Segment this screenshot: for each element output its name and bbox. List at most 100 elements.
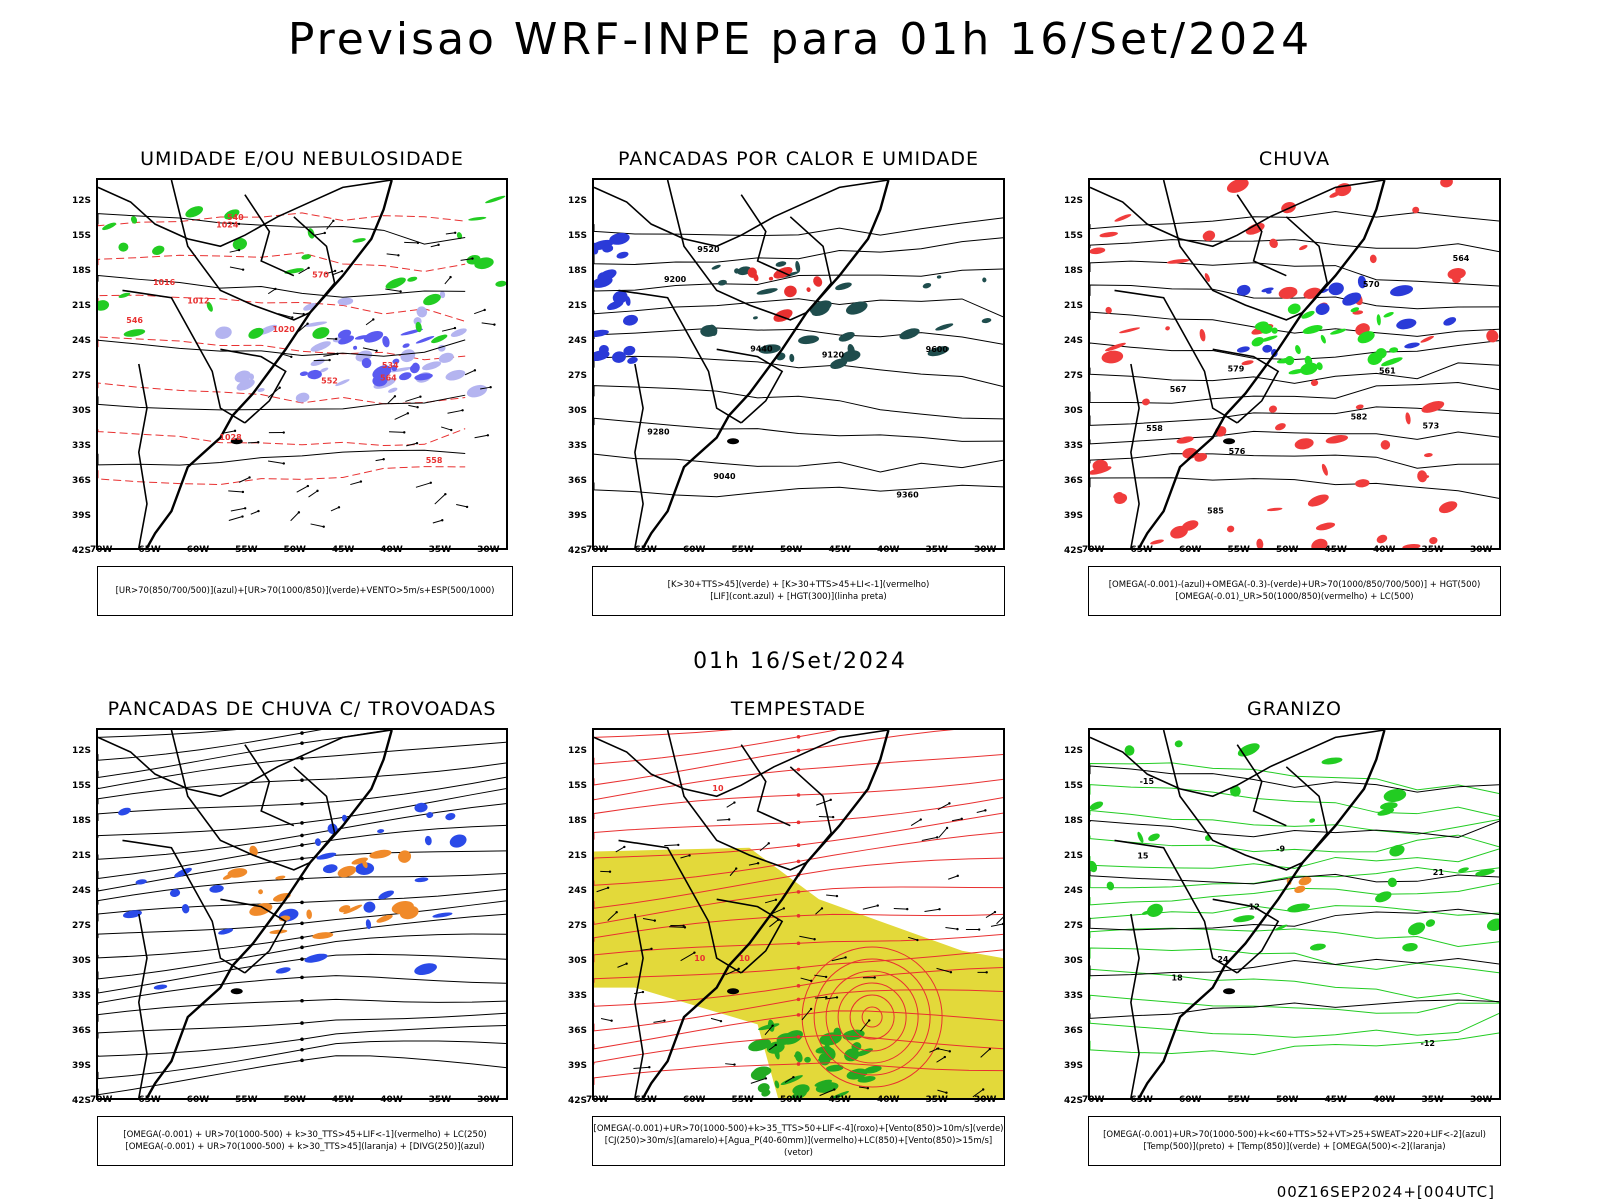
shaded-area [421, 360, 442, 372]
contour-label: -9 [1276, 844, 1285, 853]
longitude-tick-label: 70W [1082, 1095, 1104, 1105]
wind-vector-head [961, 818, 963, 820]
shaded-area [1375, 533, 1388, 545]
wind-vector [293, 313, 304, 314]
longitude-tick-label: 35W [1422, 1095, 1444, 1105]
wind-vector [711, 1018, 721, 1021]
shaded-area [118, 292, 131, 299]
wind-vector-head [642, 991, 644, 993]
wind-vector [997, 916, 1003, 924]
shaded-area [337, 297, 353, 306]
streamline-arrow [300, 778, 304, 782]
longitude-tick-label: 45W [1325, 1095, 1347, 1105]
streamline-arrow [300, 1048, 304, 1052]
longitude-tick-label: 55W [235, 1095, 257, 1105]
latitude-tick-label: 27S [568, 921, 587, 931]
shaded-area [1420, 399, 1446, 416]
shaded-area [898, 326, 921, 342]
shaded-area [258, 889, 263, 895]
wind-vector [239, 477, 250, 482]
wind-vector-head [956, 928, 958, 930]
shaded-area [1090, 859, 1099, 873]
wind-vector [363, 348, 377, 351]
contour-line [98, 253, 465, 272]
contour-line [1090, 995, 1499, 1013]
wind-vector-head [836, 895, 838, 897]
shaded-area [465, 383, 488, 400]
shaded-area [783, 284, 798, 298]
coastline [1139, 180, 1384, 548]
wind-vector-head [242, 268, 244, 270]
wind-vector-head [417, 242, 419, 244]
shaded-area [123, 328, 146, 338]
streamline-arrow [797, 914, 801, 918]
state-border [790, 767, 831, 863]
shaded-area [314, 838, 321, 847]
wind-vector [863, 906, 878, 910]
contour-label: 576 [1229, 447, 1246, 456]
wind-vector-head [449, 276, 451, 278]
state-border [1115, 840, 1238, 972]
page-title: Previsao WRF-INPE para 01h 16/Set/2024 [0, 14, 1600, 65]
contour-label: 564 [1453, 254, 1470, 263]
latitude-tick-label: 27S [568, 371, 587, 381]
contour-label: 582 [1351, 412, 1368, 421]
shaded-area [1442, 315, 1457, 327]
shaded-area [214, 325, 233, 340]
wind-vector-head [332, 220, 334, 222]
streamline [98, 1013, 506, 1038]
wind-vector-head [242, 491, 244, 493]
latitude-tick-label: 12S [72, 746, 91, 756]
shaded-area [1267, 507, 1283, 512]
legend-umidade: [UR>70(850/700/500)](azul)+[UR>70(1000/8… [97, 566, 513, 616]
latitude-tick-label: 12S [1064, 746, 1083, 756]
shaded-area [310, 357, 326, 367]
contour-line [594, 482, 1003, 496]
shaded-area [798, 334, 820, 345]
longitude-tick-label: 35W [1422, 545, 1444, 555]
longitude-tick-label: 45W [332, 1095, 354, 1105]
wind-vector [387, 254, 399, 255]
shaded-area [1389, 283, 1414, 298]
streamline-arrow [797, 768, 801, 772]
latitude-tick-label: 39S [568, 511, 587, 521]
wind-vector [945, 928, 957, 930]
state-border [1237, 745, 1286, 826]
latitude-tick-label: 24S [1064, 886, 1083, 896]
shaded-area [1141, 398, 1150, 407]
contour-label: 564 [380, 373, 397, 382]
wind-vector [727, 803, 735, 808]
wind-vector-head [733, 801, 735, 803]
longitude-tick-label: 65W [138, 545, 160, 555]
streamline [98, 804, 506, 860]
latitude-tick-label: 18S [1064, 816, 1083, 826]
shaded-area [1293, 884, 1306, 894]
state-border [741, 745, 790, 826]
contour-line [1090, 928, 1499, 946]
state-border [668, 730, 807, 870]
shaded-area [398, 371, 412, 382]
wind-vector [925, 909, 940, 911]
shaded-area [1406, 920, 1427, 938]
coastline [147, 180, 392, 548]
wind-vector-head [474, 369, 476, 371]
streamline-arrow [797, 749, 801, 753]
wind-vector [230, 250, 239, 252]
contour-label: 1024 [216, 221, 239, 230]
streamline-arrow [797, 843, 801, 847]
shaded-area [1404, 341, 1420, 349]
longitude-tick-label: 50W [284, 545, 306, 555]
wind-vector-head [278, 387, 280, 389]
wind-vector [248, 442, 258, 443]
contour-line [1090, 969, 1499, 1002]
map-panel-pancadas_trovoadas[interactable] [96, 728, 508, 1100]
wind-vector-head [615, 911, 617, 913]
shaded-area [304, 952, 329, 965]
longitude-tick-label: 60W [187, 545, 209, 555]
latitude-tick-label: 33S [568, 991, 587, 1001]
